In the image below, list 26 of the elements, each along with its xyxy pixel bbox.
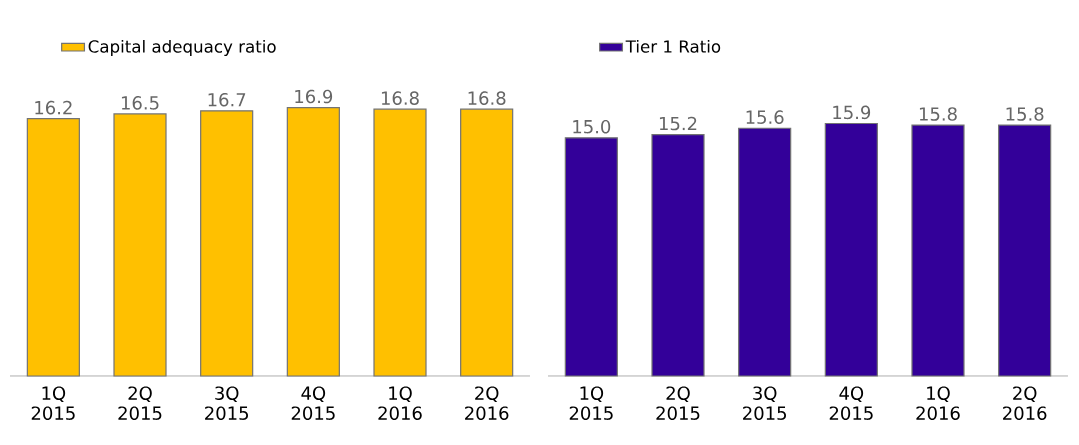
x-tick-label: 1Q 2016 xyxy=(378,386,422,420)
x-tick-label: 1Q 2015 xyxy=(31,386,75,420)
x-tick-label: 1Q 2015 xyxy=(569,386,613,420)
x-tick-label: 2Q 2015 xyxy=(118,386,162,420)
data-label: 16.9 xyxy=(295,89,333,104)
x-tick-label: 1Q 2016 xyxy=(916,386,960,420)
data-label: 15.2 xyxy=(659,116,697,131)
x-tick-label: 3Q 2015 xyxy=(205,386,248,420)
x-tick-label: 2Q 2015 xyxy=(656,386,700,420)
data-label: 15.0 xyxy=(573,119,611,134)
data-label: 16.5 xyxy=(121,96,159,110)
legend-label: Capital adequacy ratio xyxy=(88,39,276,57)
x-tick-label: 2Q 2016 xyxy=(465,386,509,420)
data-label: 15.6 xyxy=(746,110,784,124)
legend-label: Tier 1 Ratio xyxy=(625,39,721,53)
data-label: 16.2 xyxy=(35,100,72,115)
x-tick-label: 3Q 2015 xyxy=(743,386,786,420)
x-tick-label: 2Q 2016 xyxy=(1003,386,1047,420)
data-label: 16.7 xyxy=(208,92,246,107)
data-label: 15.8 xyxy=(919,107,957,121)
data-label: 16.8 xyxy=(468,91,506,105)
x-tick-label: 4Q 2015 xyxy=(291,386,335,420)
data-label: 15.9 xyxy=(833,105,871,120)
data-label: 15.8 xyxy=(1006,107,1044,121)
x-tick-label: 4Q 2015 xyxy=(829,386,873,420)
data-label: 16.8 xyxy=(381,91,419,105)
